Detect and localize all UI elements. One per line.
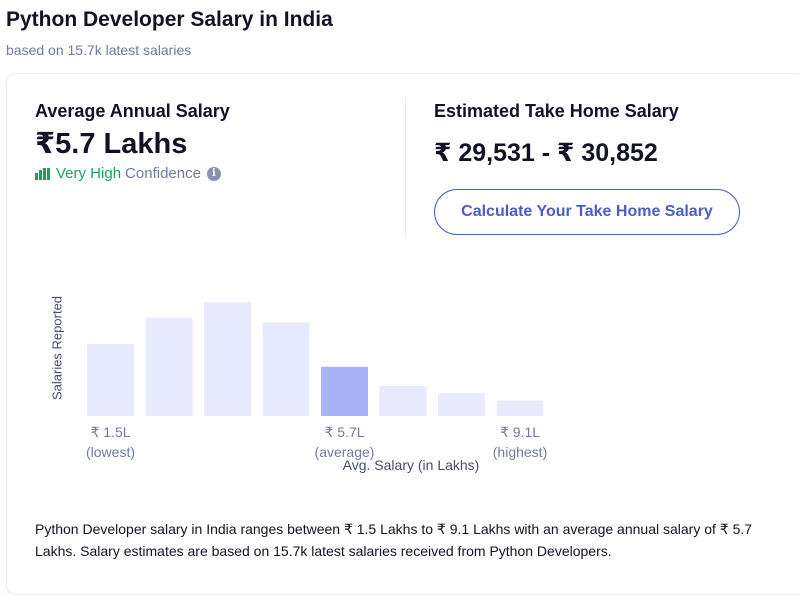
confidence-row: Very High Confidence i <box>35 165 221 182</box>
average-salary-value: ₹5.7 Lakhs <box>35 128 188 160</box>
histogram-bar <box>438 393 485 416</box>
x-tick-sublabel: (highest) <box>492 444 548 460</box>
page-subtitle: based on 15.7k latest salaries <box>6 42 192 58</box>
x-tick-sublabel: (lowest) <box>85 444 136 460</box>
x-tick-value: ₹ 9.1L <box>499 424 541 440</box>
confidence-bars-icon <box>35 167 50 180</box>
page-title: Python Developer Salary in India <box>6 8 333 31</box>
histogram-bar <box>379 386 427 416</box>
x-tick-label: ₹ 1.5L (lowest) <box>86 422 135 462</box>
calculate-take-home-button[interactable]: Calculate Your Take Home Salary <box>434 189 740 235</box>
histogram-bar <box>262 322 310 416</box>
x-tick-sublabel: (average) <box>314 444 375 460</box>
histogram-bar <box>496 400 544 416</box>
take-home-label: Estimated Take Home Salary <box>434 101 679 121</box>
vertical-divider <box>405 97 406 237</box>
info-icon[interactable]: i <box>206 166 221 181</box>
average-salary-label: Average Annual Salary <box>35 101 230 121</box>
chart-x-axis-label: Avg. Salary (in Lakhs) <box>342 457 480 473</box>
x-tick-value: ₹ 1.5L <box>90 424 131 440</box>
confidence-label: Confidence <box>125 165 201 182</box>
x-tick-label: ₹ 5.7L (average) <box>315 422 375 462</box>
x-tick-value: ₹ 5.7L <box>324 424 365 440</box>
histogram-bar <box>204 302 251 416</box>
salary-description: Python Developer salary in India ranges … <box>35 521 753 559</box>
confidence-level: Very High <box>56 165 122 182</box>
take-home-value: ₹ 29,531 - ₹ 30,852 <box>434 139 658 167</box>
histogram-bar <box>321 366 368 416</box>
x-tick-label: ₹ 9.1L (highest) <box>493 422 547 462</box>
salary-card <box>6 73 800 595</box>
histogram-bar <box>87 344 134 416</box>
histogram-bar <box>145 317 193 416</box>
